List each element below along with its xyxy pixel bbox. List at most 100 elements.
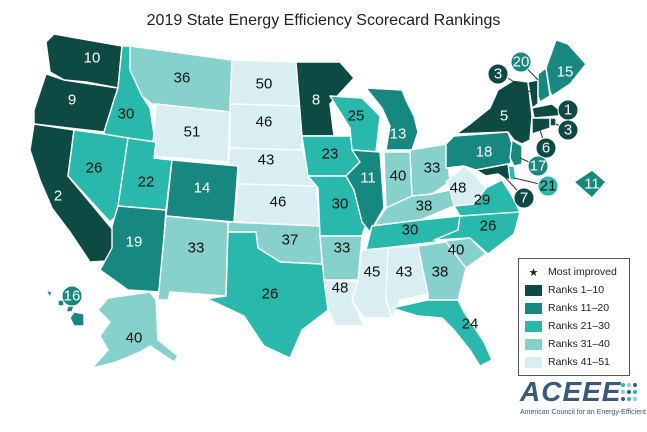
rank-label-wi: 25 <box>348 108 365 125</box>
rank-label-nd: 50 <box>256 76 273 93</box>
rank-label-wa: 10 <box>84 50 101 67</box>
legend-swatch <box>525 356 542 368</box>
state-hawaii[interactable] <box>45 289 85 327</box>
rank-label-co: 14 <box>194 180 211 197</box>
callout-circle-hi[interactable] <box>61 285 83 307</box>
rank-label-ks: 46 <box>270 194 287 211</box>
star-icon: ★ <box>528 266 539 279</box>
rank-label-fl: 24 <box>462 316 479 333</box>
legend-bin-label: Ranks 31–40 <box>548 338 610 350</box>
callout-circle-de[interactable] <box>537 175 559 197</box>
legend-most-improved-label: Most improved <box>548 266 617 278</box>
rank-label-nc: 26 <box>480 218 497 235</box>
rank-label-vt: 3 <box>494 66 502 83</box>
state-connecticut[interactable] <box>531 117 551 135</box>
state-rhode-island[interactable] <box>549 117 557 127</box>
state-vermont[interactable] <box>527 79 539 109</box>
state-massachusetts[interactable] <box>531 103 563 119</box>
rank-label-mi: 13 <box>390 126 407 143</box>
rank-label-pa: 18 <box>476 144 493 161</box>
rank-label-mt: 36 <box>174 70 191 87</box>
rank-label-ma: 1 <box>564 102 572 119</box>
rank-label-ca: 2 <box>54 188 62 205</box>
rank-label-ri: 3 <box>564 122 572 139</box>
rank-label-dc: 11 <box>584 176 600 193</box>
legend-bin: Ranks 11–20 <box>525 299 624 317</box>
rank-label-mn: 8 <box>312 92 320 109</box>
rank-label-ky: 38 <box>416 198 433 215</box>
callout-circle-vt[interactable] <box>487 63 509 85</box>
rank-label-mo: 30 <box>332 196 349 213</box>
rank-label-ok: 37 <box>282 232 299 249</box>
legend-swatch <box>525 338 542 350</box>
legend-bin: Ranks 21–30 <box>525 317 624 335</box>
map-title: 2019 State Energy Efficiency Scorecard R… <box>146 12 501 29</box>
state-illinois[interactable] <box>345 149 385 233</box>
rank-label-la: 48 <box>332 280 349 297</box>
logo-dots-icon <box>621 383 637 401</box>
rank-label-ne: 43 <box>258 152 275 169</box>
rank-label-va: 29 <box>474 192 491 209</box>
rank-label-ar: 33 <box>334 240 351 257</box>
callout-circle-ct[interactable] <box>535 137 557 159</box>
district-of-columbia[interactable] <box>573 169 607 199</box>
legend-bin-label: Ranks 1–10 <box>548 284 605 296</box>
state-alaska[interactable] <box>91 291 179 369</box>
legend-bin: Ranks 31–40 <box>525 335 624 353</box>
rank-label-ak: 40 <box>126 330 143 347</box>
rank-label-tn: 30 <box>402 222 419 239</box>
logo-wordmark: ACEEE <box>520 376 622 407</box>
state-pennsylvania[interactable] <box>445 131 515 171</box>
legend-swatch <box>525 320 542 332</box>
rank-label-ny: 5 <box>500 108 508 125</box>
state-maine[interactable] <box>545 39 587 97</box>
rank-label-wv: 48 <box>450 180 467 197</box>
legend-bin: Ranks 41–51 <box>525 353 624 371</box>
callout-circle-md[interactable] <box>513 187 535 209</box>
rank-label-sd: 46 <box>256 114 273 131</box>
state-florida[interactable] <box>391 299 493 367</box>
state-west-virginia[interactable] <box>445 165 487 207</box>
logo-tagline: American Council for an Energy-Efficient… <box>520 409 647 416</box>
legend-bin-label: Ranks 21–30 <box>548 320 610 332</box>
rank-label-in: 40 <box>390 168 407 185</box>
rank-label-nh: 20 <box>513 54 530 71</box>
rank-label-or: 9 <box>68 92 76 109</box>
rank-label-ms: 45 <box>364 264 381 281</box>
rank-label-ut: 22 <box>138 174 155 191</box>
state-michigan[interactable] <box>365 87 419 151</box>
rank-label-ga: 38 <box>432 264 449 281</box>
state-maryland[interactable] <box>475 163 511 181</box>
state-texas[interactable] <box>195 231 331 359</box>
rank-label-oh: 33 <box>424 160 441 177</box>
state-new-jersey[interactable] <box>509 139 523 167</box>
legend-swatch <box>525 302 542 314</box>
aceee-logo: ACEEE American Council for an Energy-Eff… <box>520 376 647 417</box>
rank-label-md: 7 <box>520 190 528 207</box>
rank-label-nm: 33 <box>188 240 205 257</box>
rank-label-me: 15 <box>557 64 574 81</box>
state-new-mexico[interactable] <box>157 215 229 301</box>
rank-label-id: 30 <box>118 106 135 123</box>
rank-label-ct: 6 <box>542 140 550 157</box>
map-legend: ★ Most improved Ranks 1–10 Ranks 11–20 R… <box>518 258 630 376</box>
callout-circle-nh[interactable] <box>510 51 532 73</box>
rank-label-az: 19 <box>126 234 143 251</box>
rank-label-tx: 26 <box>262 286 279 303</box>
rank-label-de: 21 <box>540 178 557 195</box>
rank-label-il: 11 <box>360 170 376 187</box>
rank-label-ia: 23 <box>322 146 339 163</box>
state-shapes <box>29 33 607 369</box>
legend-swatch <box>525 284 542 296</box>
callout-circle-ri[interactable] <box>557 119 579 141</box>
legend-most-improved: ★ Most improved <box>525 263 624 281</box>
rank-label-nj: 17 <box>530 158 547 175</box>
rank-label-nv: 26 <box>86 160 103 177</box>
rank-label-al: 43 <box>396 264 413 281</box>
callout-circle-nj[interactable] <box>527 155 549 177</box>
rank-label-sc: 40 <box>448 242 465 259</box>
state-ohio[interactable] <box>409 143 451 197</box>
